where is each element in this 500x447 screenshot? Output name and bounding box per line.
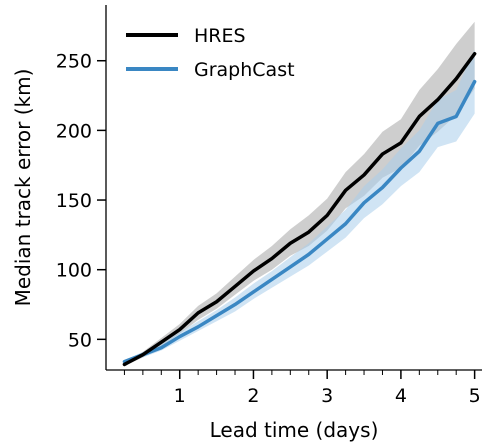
y-tick-label: 200 xyxy=(56,120,92,142)
y-tick-label: 100 xyxy=(56,260,92,282)
legend-label: GraphCast xyxy=(194,59,295,81)
x-axis-label: Lead time (days) xyxy=(210,418,379,442)
legend: HRES GraphCast xyxy=(126,25,295,81)
y-axis-label: Median track error (km) xyxy=(11,69,35,307)
y-ticks: 50 100 150 200 250 xyxy=(56,51,106,351)
series-line xyxy=(122,52,477,367)
y-tick-label: 150 xyxy=(56,190,92,212)
x-tick-label: 1 xyxy=(174,385,186,407)
x-ticks: 1 2 3 4 5 xyxy=(123,370,481,407)
confidence-bands xyxy=(124,21,475,366)
x-tick-label: 5 xyxy=(469,385,481,407)
x-tick-label: 3 xyxy=(321,385,333,407)
confidence-band xyxy=(124,21,475,366)
legend-label: HRES xyxy=(194,25,246,47)
y-tick-label: 250 xyxy=(56,51,92,73)
x-tick-label: 2 xyxy=(247,385,259,407)
y-tick-label: 50 xyxy=(68,329,92,351)
x-tick-label: 4 xyxy=(395,385,407,407)
series-line xyxy=(122,79,477,364)
axes: 1 2 3 4 5 50 100 150 200 250 xyxy=(56,5,482,407)
series-lines xyxy=(122,52,477,367)
